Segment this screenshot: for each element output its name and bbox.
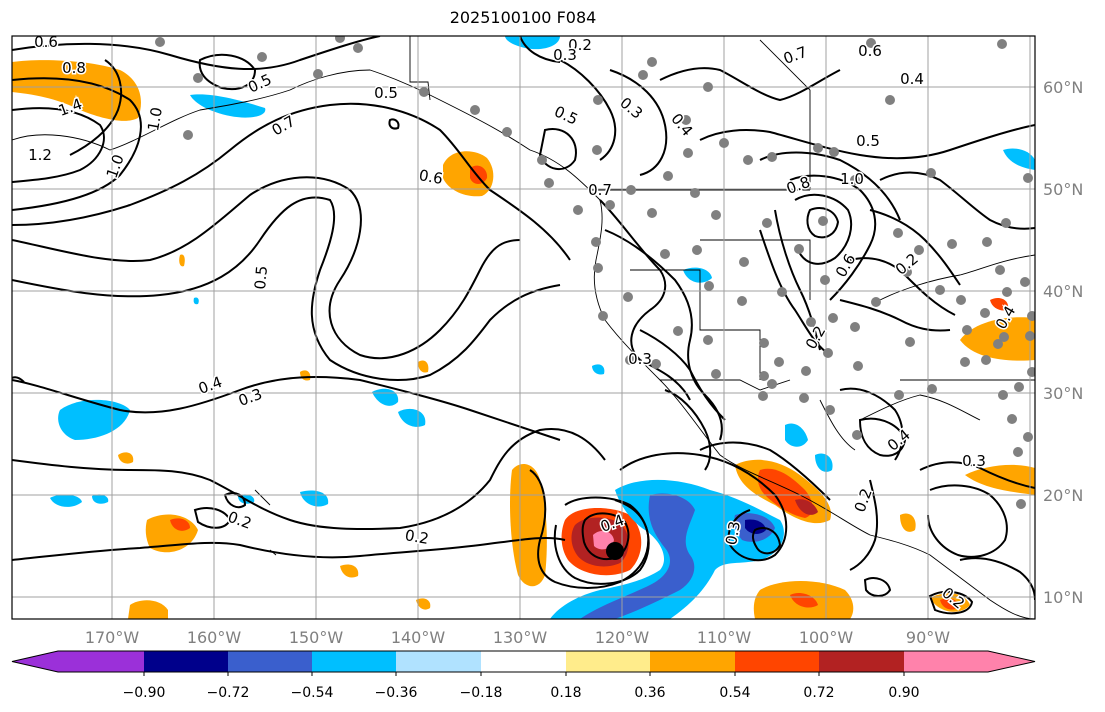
contour-label: 1.2 [28,146,52,164]
contour-lines [12,36,1035,615]
storm-center-marker [606,542,624,560]
colorbar-tick-label: −0.36 [375,685,418,701]
map-grid [12,36,1035,619]
contour-label: 0.8 [62,59,86,77]
lon-tick: 170°W [85,628,140,647]
colorbar-segment [988,651,1035,672]
lon-tick: 90°W [906,628,950,647]
contour-label: 0.3 [628,350,652,368]
lat-tick-labels: 60°N 50°N 40°N 30°N 20°N 10°N [1043,78,1083,607]
colorbar [11,650,1036,673]
lat-tick: 50°N [1043,180,1083,199]
contour-label: 0.6 [34,33,58,51]
contour-label: 0.7 [588,181,612,199]
lat-tick: 40°N [1043,282,1083,301]
colorbar-segment [228,651,312,672]
contour-label: 0.6 [858,42,882,60]
colorbar-segment [904,651,988,672]
contour-label: 0.5 [856,132,880,150]
lat-tick: 60°N [1043,78,1083,97]
contour-label: 0.3 [553,46,577,64]
colorbar-segment [58,651,144,672]
contour-label: 0.5 [251,265,271,290]
contour-label: 0.2 [568,36,592,54]
contour-label: 0.6 [418,166,445,188]
colorbar-tick-label: 0.18 [550,685,581,701]
lon-tick: 110°W [697,628,752,647]
colorbar-tick-label: 0.54 [719,685,750,701]
colorbar-segment [650,651,735,672]
colorbar-tick-label: −0.18 [460,685,503,701]
colorbar-tick-labels: −0.90 −0.72 −0.54 −0.36 −0.18 0.18 0.36 0.54 0.7… [123,672,920,701]
lon-tick: 120°W [595,628,650,647]
lon-tick-labels: 170°W 160°W 150°W 140°W 130°W 120°W 110°… [85,628,950,647]
contour-label: 0.4 [900,70,924,88]
colorbar-outline [11,650,1036,673]
colorbar-segment [566,651,650,672]
colorbar-segment [144,651,228,672]
colorbar-segment [481,651,566,672]
lat-tick: 10°N [1043,588,1083,607]
colorbar-tick-label: 0.72 [803,685,834,701]
lat-tick: 20°N [1043,486,1083,505]
station-markers [155,36,1035,509]
colorbar-segment [735,651,819,672]
contour-label: 0.3 [962,452,986,470]
colorbar-tick-label: 0.90 [888,685,919,701]
colorbar-segment [312,651,396,672]
lon-tick: 140°W [391,628,446,647]
contour-label-group: 0.60.81.41.2 1.00.50.70.50.20.30.5 0.30.40… [27,33,1021,614]
lon-tick: 130°W [493,628,548,647]
lat-tick: 30°N [1043,384,1083,403]
contour-label: 1.0 [840,170,864,188]
colorbar-tick-label: −0.90 [123,685,166,701]
colorbar-tick-label: −0.72 [207,685,250,701]
lon-tick: 150°W [289,628,344,647]
colorbar-segment [819,651,904,672]
lon-tick: 100°W [799,628,854,647]
colorbar-tick-label: 0.36 [634,685,665,701]
colorbar-segment [396,651,481,672]
map-border [11,35,1036,620]
contour-label: 0.5 [374,84,398,102]
lon-tick: 160°W [187,628,242,647]
colorbar-tick-label: −0.54 [291,685,334,701]
map-title: 2025100100 F084 [449,8,597,27]
colorbar-segment [12,651,58,672]
